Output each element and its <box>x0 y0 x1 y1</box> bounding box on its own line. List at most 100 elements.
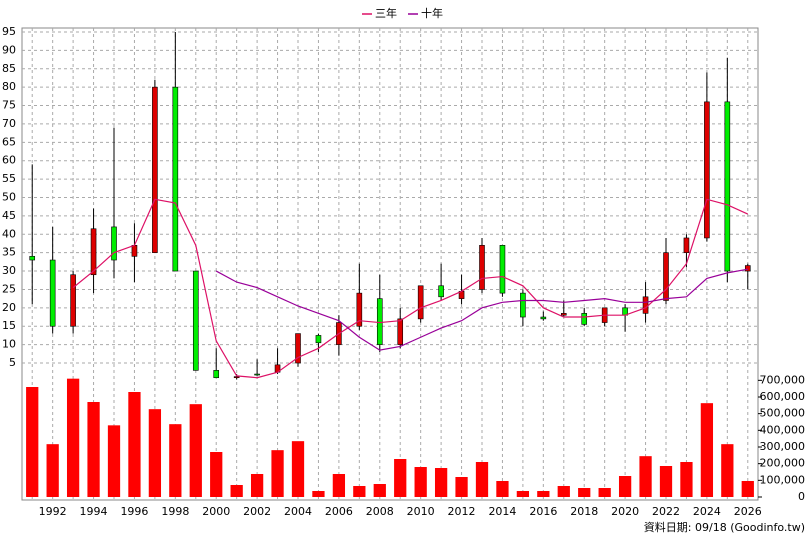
y-tick-label: 55 <box>2 172 16 185</box>
volume-bar <box>107 425 121 497</box>
candle-body <box>724 101 731 272</box>
y-tick-label: 90 <box>2 43 16 56</box>
x-tick-label: 2002 <box>243 505 271 518</box>
y2-tick-label: 300,000 <box>760 440 806 453</box>
candle-body <box>254 373 260 376</box>
x-tick-label: 2018 <box>570 505 598 518</box>
candle-body <box>131 245 138 257</box>
candle-body <box>152 86 158 253</box>
candle-body <box>295 333 301 364</box>
volume-bar <box>557 486 570 497</box>
volume-bar <box>394 459 407 497</box>
x-tick-label: 2022 <box>652 505 680 518</box>
y2-tick-label: 500,000 <box>760 407 806 420</box>
x-tick-label: 2012 <box>448 505 476 518</box>
y-tick-label: 35 <box>2 246 16 259</box>
y2-tick-label: 400,000 <box>760 423 806 436</box>
legend-label: 十年 <box>421 6 443 20</box>
volume-bar <box>332 474 346 497</box>
y2-tick-label: 200,000 <box>760 457 806 470</box>
volume-bar <box>496 481 509 497</box>
volume-bar <box>353 486 366 497</box>
volume-bar <box>250 474 264 497</box>
x-tick-label: 1998 <box>161 505 189 518</box>
x-tick-label: 1996 <box>120 505 148 518</box>
candle-body <box>520 292 526 318</box>
volume-bar <box>271 450 284 497</box>
volume-bar <box>475 462 489 497</box>
y-tick-label: 80 <box>2 80 16 93</box>
volume-bar <box>210 452 223 497</box>
y-tick-label: 25 <box>2 282 16 295</box>
candle-body <box>642 296 649 314</box>
candle-body <box>663 252 669 301</box>
x-tick-label: 2024 <box>693 505 721 518</box>
volume-bar <box>721 444 734 497</box>
volume-bar <box>598 488 611 497</box>
candle-body <box>376 298 383 345</box>
y-tick-label: 85 <box>2 62 16 75</box>
volume-bar <box>291 441 305 497</box>
candle-body <box>683 237 690 253</box>
candle-body <box>49 259 56 327</box>
candle-body <box>560 313 567 316</box>
x-tick-label: 2006 <box>325 505 353 518</box>
y-tick-label: 65 <box>2 135 16 148</box>
volume-bar <box>700 403 714 497</box>
candle-body <box>213 370 220 379</box>
volume-bar <box>741 481 754 497</box>
volume-bar <box>680 462 693 497</box>
x-tick-label: 2020 <box>611 505 639 518</box>
candle-body <box>499 245 506 294</box>
plot-frame <box>21 27 759 501</box>
volume-bar <box>455 477 468 497</box>
candle-body <box>744 265 751 272</box>
legend-label: 三年 <box>375 6 397 20</box>
footer: 資料日期: 09/18 (Goodinfo.tw) <box>644 520 805 534</box>
x-tick-label: 2010 <box>407 505 435 518</box>
candle-body <box>479 245 485 290</box>
volume-bar <box>516 491 530 497</box>
candle-body <box>29 256 36 261</box>
y-tick-label: 15 <box>2 319 16 332</box>
candle-body <box>704 101 710 239</box>
volume-bar <box>189 404 202 497</box>
y-tick-label: 10 <box>2 338 16 351</box>
y-tick-label: 5 <box>9 356 16 369</box>
volume-bar <box>230 485 243 497</box>
y-tick-label: 30 <box>2 264 16 277</box>
y-tick-label: 50 <box>2 190 16 203</box>
y-tick-label: 75 <box>2 99 16 112</box>
volume-bar <box>639 456 652 497</box>
candle-body <box>172 86 179 272</box>
x-tick-label: 1994 <box>80 505 108 518</box>
candle-body <box>233 376 240 379</box>
candle-body <box>397 318 404 345</box>
volume-bar <box>659 466 673 497</box>
candle-body <box>315 335 322 344</box>
volume-bar <box>537 491 550 497</box>
y-tick-label: 40 <box>2 227 16 240</box>
candle-body <box>356 292 363 327</box>
candle-body <box>111 226 117 261</box>
volume-bar <box>373 484 386 497</box>
volume-bar <box>26 387 39 497</box>
y-tick-label: 20 <box>2 301 16 314</box>
x-tick-label: 2000 <box>202 505 230 518</box>
candle-body <box>540 316 547 320</box>
x-tick-label: 2014 <box>488 505 516 518</box>
volume-bar <box>312 491 325 497</box>
volume-bar <box>148 409 162 497</box>
y2-tick-label: 700,000 <box>760 373 806 386</box>
volume-bar <box>414 467 427 497</box>
candle-body <box>70 274 76 327</box>
volume-bar <box>66 378 80 497</box>
y-tick-label: 95 <box>2 25 16 38</box>
x-tick-label: 2004 <box>284 505 312 518</box>
volume-bar <box>618 476 632 497</box>
volume-bar <box>434 468 448 497</box>
volume-bar <box>128 392 141 497</box>
y2-tick-label: 100,000 <box>760 473 806 486</box>
candle-body <box>192 270 199 371</box>
